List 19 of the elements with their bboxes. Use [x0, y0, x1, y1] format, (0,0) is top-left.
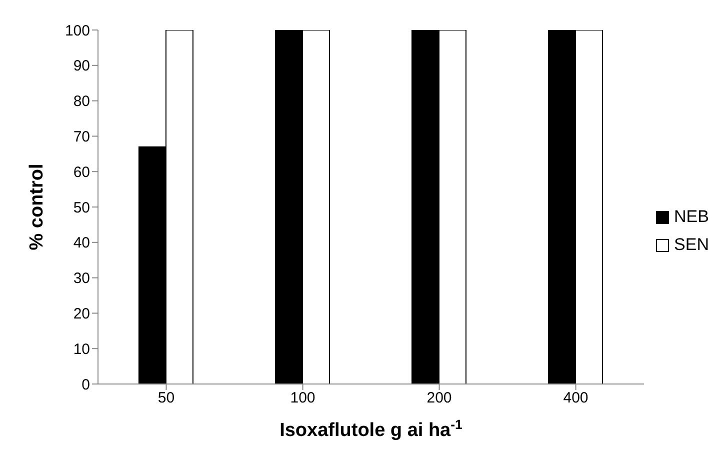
x-tick-label: 400	[563, 390, 588, 407]
y-axis-title: % control	[26, 164, 48, 250]
y-tick-label: 100	[64, 22, 90, 40]
y-tick-label: 20	[73, 306, 90, 323]
x-tick-label: 100	[290, 390, 316, 407]
x-tick-label: 200	[426, 390, 452, 407]
legend-label: SEN	[674, 235, 709, 255]
y-tick-label: 50	[73, 199, 90, 216]
y-tick-label: 60	[73, 164, 90, 181]
y-tick-label: 70	[73, 128, 90, 146]
y-tick-label: 0	[82, 376, 90, 394]
y-tick-label: 90	[73, 58, 90, 75]
x-axis-title: Isoxaflutole g ai ha$^{-1}$	[280, 416, 464, 441]
y-tick-label: 10	[73, 340, 90, 358]
y-tick-label: 30	[73, 270, 90, 288]
y-tick-label: 40	[73, 234, 90, 252]
y-tick-label: 80	[73, 93, 90, 110]
x-tick-label: 50	[158, 390, 175, 407]
legend-label: NEB	[674, 207, 709, 227]
